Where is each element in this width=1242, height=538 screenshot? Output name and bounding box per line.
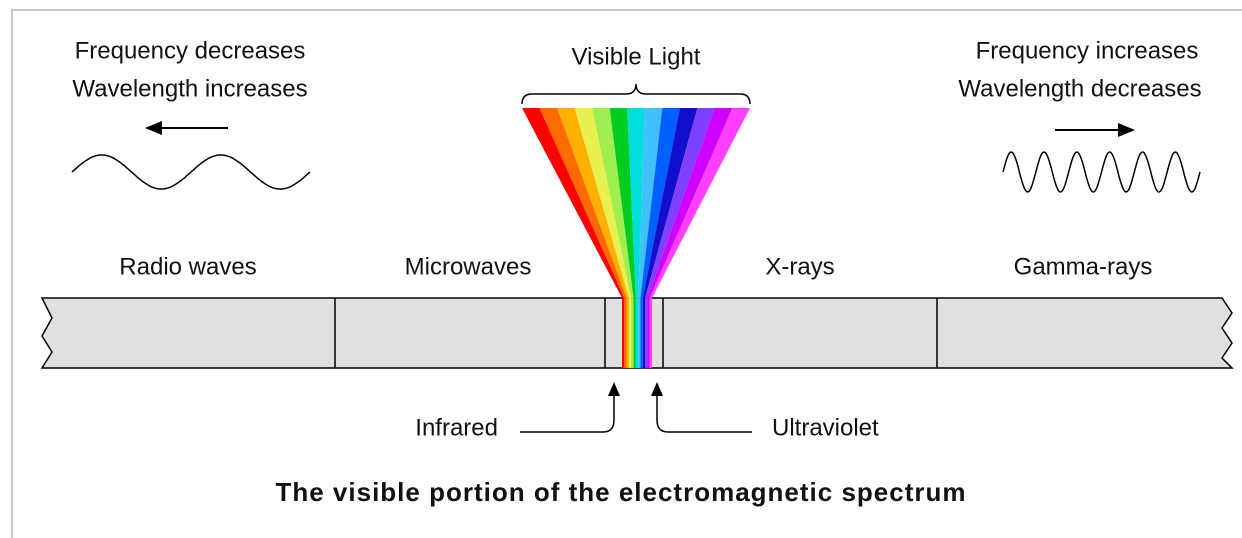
- band-label: X-rays: [765, 253, 834, 280]
- color-strip: [592, 108, 634, 368]
- left-note-line: Frequency decreases: [75, 37, 306, 64]
- right-note-line: Frequency increases: [976, 37, 1199, 64]
- left-note-line: Wavelength increases: [72, 75, 307, 102]
- band-label: Microwaves: [405, 253, 532, 280]
- frame: [11, 9, 1242, 538]
- color-strip: [642, 108, 698, 368]
- visible-fan: [522, 108, 750, 368]
- brace: [521, 83, 751, 105]
- color-strip: [609, 108, 636, 368]
- band-label: Gamma-rays: [1014, 253, 1153, 280]
- caption: The visible portion of the electromagnet…: [275, 477, 966, 507]
- infrared-label: Infrared: [415, 414, 498, 441]
- pointer-line: [520, 392, 615, 433]
- ultraviolet-label: Ultraviolet: [772, 414, 879, 441]
- band-label: Radio waves: [119, 253, 256, 280]
- short-wave: [1002, 151, 1201, 193]
- pointer-head: [651, 382, 663, 396]
- arrow-head: [1118, 123, 1135, 137]
- long-wave: [71, 154, 311, 190]
- color-strip: [627, 108, 645, 368]
- pointer-head: [608, 382, 620, 396]
- arrow-head: [145, 121, 162, 135]
- visible-light-label: Visible Light: [572, 43, 701, 70]
- right-note-line: Wavelength decreases: [958, 75, 1201, 102]
- pointer-line: [656, 392, 752, 433]
- color-strip: [640, 108, 680, 368]
- color-strip: [638, 108, 663, 368]
